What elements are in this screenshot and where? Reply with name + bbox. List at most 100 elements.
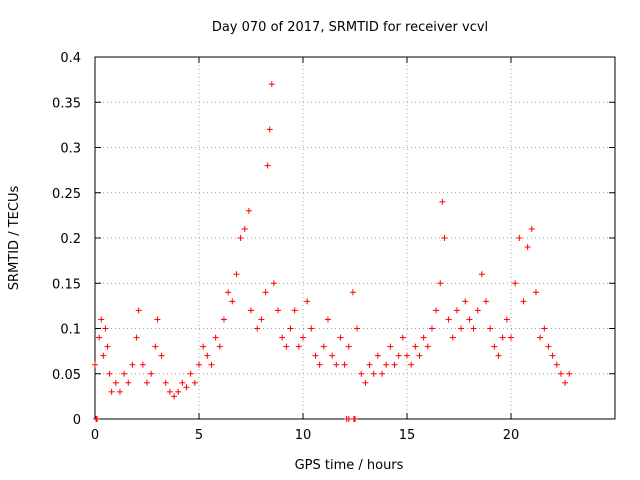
data-point xyxy=(216,343,223,350)
data-point xyxy=(362,379,369,386)
data-point xyxy=(416,352,423,359)
data-point xyxy=(453,307,460,314)
data-point xyxy=(387,343,394,350)
data-point xyxy=(439,198,446,205)
data-point xyxy=(229,298,236,305)
data-point xyxy=(139,361,146,368)
data-point xyxy=(266,126,273,133)
data-point xyxy=(508,334,514,341)
data-point xyxy=(144,379,150,386)
data-point xyxy=(512,280,519,287)
data-points xyxy=(92,81,573,422)
data-point xyxy=(499,334,506,341)
data-point xyxy=(404,352,410,359)
data-point xyxy=(225,289,232,296)
data-point xyxy=(366,361,373,368)
data-point xyxy=(333,361,340,368)
data-point xyxy=(220,316,227,323)
data-point xyxy=(345,416,352,422)
data-point xyxy=(187,370,194,377)
data-point xyxy=(316,361,323,368)
data-point xyxy=(474,307,481,314)
data-point xyxy=(370,370,377,377)
data-point xyxy=(154,316,161,323)
data-point xyxy=(495,352,502,359)
data-point xyxy=(553,361,560,368)
data-point xyxy=(320,343,327,350)
data-point xyxy=(204,352,211,359)
y-tick-label: 0.1 xyxy=(60,323,81,338)
data-point xyxy=(566,370,573,377)
data-point xyxy=(100,352,107,359)
x-tick-label: 20 xyxy=(503,428,520,443)
chart-title: Day 070 of 2017, SRMTID for receiver vcv… xyxy=(212,20,488,35)
data-point xyxy=(541,325,548,332)
data-point xyxy=(268,81,275,88)
data-point xyxy=(354,325,361,332)
data-point xyxy=(94,416,101,422)
data-point xyxy=(171,393,178,400)
data-point xyxy=(458,325,465,332)
data-point xyxy=(279,334,286,341)
data-point xyxy=(237,235,244,241)
data-point xyxy=(96,334,103,341)
data-point xyxy=(312,352,319,359)
data-point xyxy=(92,361,98,368)
data-point xyxy=(179,379,186,386)
data-point xyxy=(537,334,544,341)
y-tick-label: 0.3 xyxy=(60,142,81,157)
axis-ticks: 0 0.05 0.1 0.15 0.2 0.25 0.3 0.35 0.4 0 5 10 15 20 xyxy=(52,51,615,443)
data-point xyxy=(341,361,348,368)
y-axis-label: SRMTID / TECUs xyxy=(7,186,22,291)
data-point xyxy=(487,325,494,332)
data-point xyxy=(112,379,119,386)
data-point xyxy=(102,325,109,332)
y-tick-label: 0.35 xyxy=(52,96,81,111)
data-point xyxy=(254,325,261,332)
y-tick-label: 0 xyxy=(73,413,81,428)
x-axis-label: GPS time / hours xyxy=(295,458,404,473)
data-point xyxy=(483,298,490,305)
data-point xyxy=(449,334,456,341)
data-point xyxy=(545,343,552,350)
data-point xyxy=(175,388,182,395)
y-tick-label: 0.2 xyxy=(60,232,81,247)
data-point xyxy=(162,379,169,386)
data-point xyxy=(391,361,398,368)
data-point xyxy=(383,361,390,368)
data-point xyxy=(158,352,165,359)
data-point xyxy=(104,343,111,350)
data-point xyxy=(324,316,331,323)
data-point xyxy=(437,280,444,287)
data-point xyxy=(520,298,527,305)
data-point xyxy=(470,325,477,332)
data-point xyxy=(196,361,202,368)
data-point xyxy=(98,316,105,323)
data-point xyxy=(408,361,415,368)
data-point xyxy=(152,343,159,350)
data-point xyxy=(135,307,142,314)
data-point xyxy=(212,334,219,341)
data-point xyxy=(433,307,440,314)
y-tick-label: 0.25 xyxy=(52,187,81,202)
data-point xyxy=(532,289,539,296)
data-point xyxy=(148,370,155,377)
y-tick-label: 0.05 xyxy=(52,368,81,383)
data-point xyxy=(358,370,365,377)
data-point xyxy=(304,298,311,305)
data-point xyxy=(191,379,198,386)
data-point xyxy=(183,384,190,391)
data-point xyxy=(295,343,302,350)
data-point xyxy=(329,352,336,359)
data-point xyxy=(528,225,535,232)
data-point xyxy=(275,307,282,314)
data-point xyxy=(287,325,294,332)
data-point xyxy=(129,361,136,368)
data-point xyxy=(108,388,115,395)
data-point xyxy=(258,316,265,323)
data-point xyxy=(516,235,523,241)
data-point xyxy=(424,343,431,350)
data-point xyxy=(462,298,469,305)
data-point xyxy=(428,325,435,332)
